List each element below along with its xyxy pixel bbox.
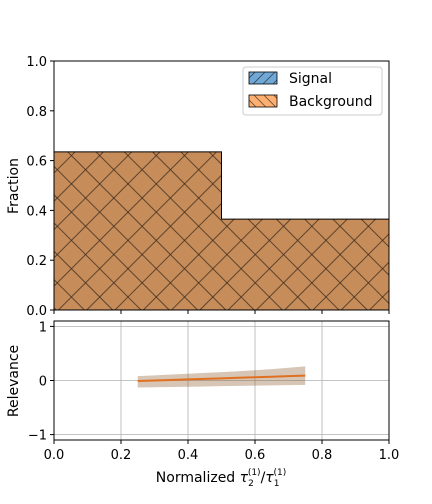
legend-hatch-background xyxy=(249,95,277,107)
top-y-tick-label: 0.2 xyxy=(26,254,47,269)
bottom-y-tick-label: 1 xyxy=(39,320,47,335)
top-y-tick-label: 0.0 xyxy=(26,304,47,319)
bottom-x-tick-label: 0.4 xyxy=(178,448,199,463)
bottom-x-tick-label: 0.2 xyxy=(111,448,132,463)
bottom-x-ticks: 0.0 0.2 0.4 0.6 0.8 1.0 xyxy=(44,440,400,463)
top-y-tick-label: 0.6 xyxy=(26,155,47,170)
legend-label-background: Background xyxy=(289,94,373,110)
top-y-axis-label: Fraction xyxy=(6,158,22,214)
bottom-y-axis-label: Relevance xyxy=(6,345,22,417)
top-x-ticks xyxy=(54,310,389,314)
bottom-x-tick-label: 0.8 xyxy=(312,448,333,463)
bottom-y-ticks: −1 0 1 xyxy=(28,320,54,443)
bottom-y-tick-label: −1 xyxy=(28,429,47,444)
histogram-bar-hatch-back-0 xyxy=(54,152,222,310)
histogram-bars xyxy=(54,152,389,310)
x-axis-label-den-sub: 1 xyxy=(274,479,280,489)
bottom-x-tick-label: 0.6 xyxy=(245,448,266,463)
x-axis-label-num-sup: (1) xyxy=(248,468,261,478)
bottom-x-tick-label: 0.0 xyxy=(44,448,65,463)
top-y-ticks: 0.0 0.2 0.4 0.6 0.8 1.0 xyxy=(26,55,54,319)
histogram-bar-hatch-back-1 xyxy=(222,219,390,310)
x-axis-label: Normalized τ2(1)/τ1(1) xyxy=(156,468,286,489)
bottom-x-tick-label: 1.0 xyxy=(379,448,400,463)
top-y-tick-label: 0.4 xyxy=(26,204,47,219)
x-axis-label-num-sub: 2 xyxy=(248,479,254,489)
x-axis-label-den-sup: (1) xyxy=(273,468,286,478)
legend-hatch-signal xyxy=(249,72,277,84)
top-y-tick-label: 0.8 xyxy=(26,105,47,120)
x-axis-label-main: Normalized xyxy=(156,470,240,486)
histogram-panel: 0.0 0.2 0.4 0.6 0.8 1.0 Fraction Signal Backg… xyxy=(6,55,389,319)
top-y-tick-label: 1.0 xyxy=(26,55,47,70)
bottom-y-tick-label: 0 xyxy=(39,375,47,390)
relevance-panel: −1 0 1 0.0 0.2 0.4 0.6 0.8 1.0 Relevance Normal… xyxy=(6,320,399,489)
legend-label-signal: Signal xyxy=(289,71,332,87)
legend: Signal Background xyxy=(243,67,382,115)
